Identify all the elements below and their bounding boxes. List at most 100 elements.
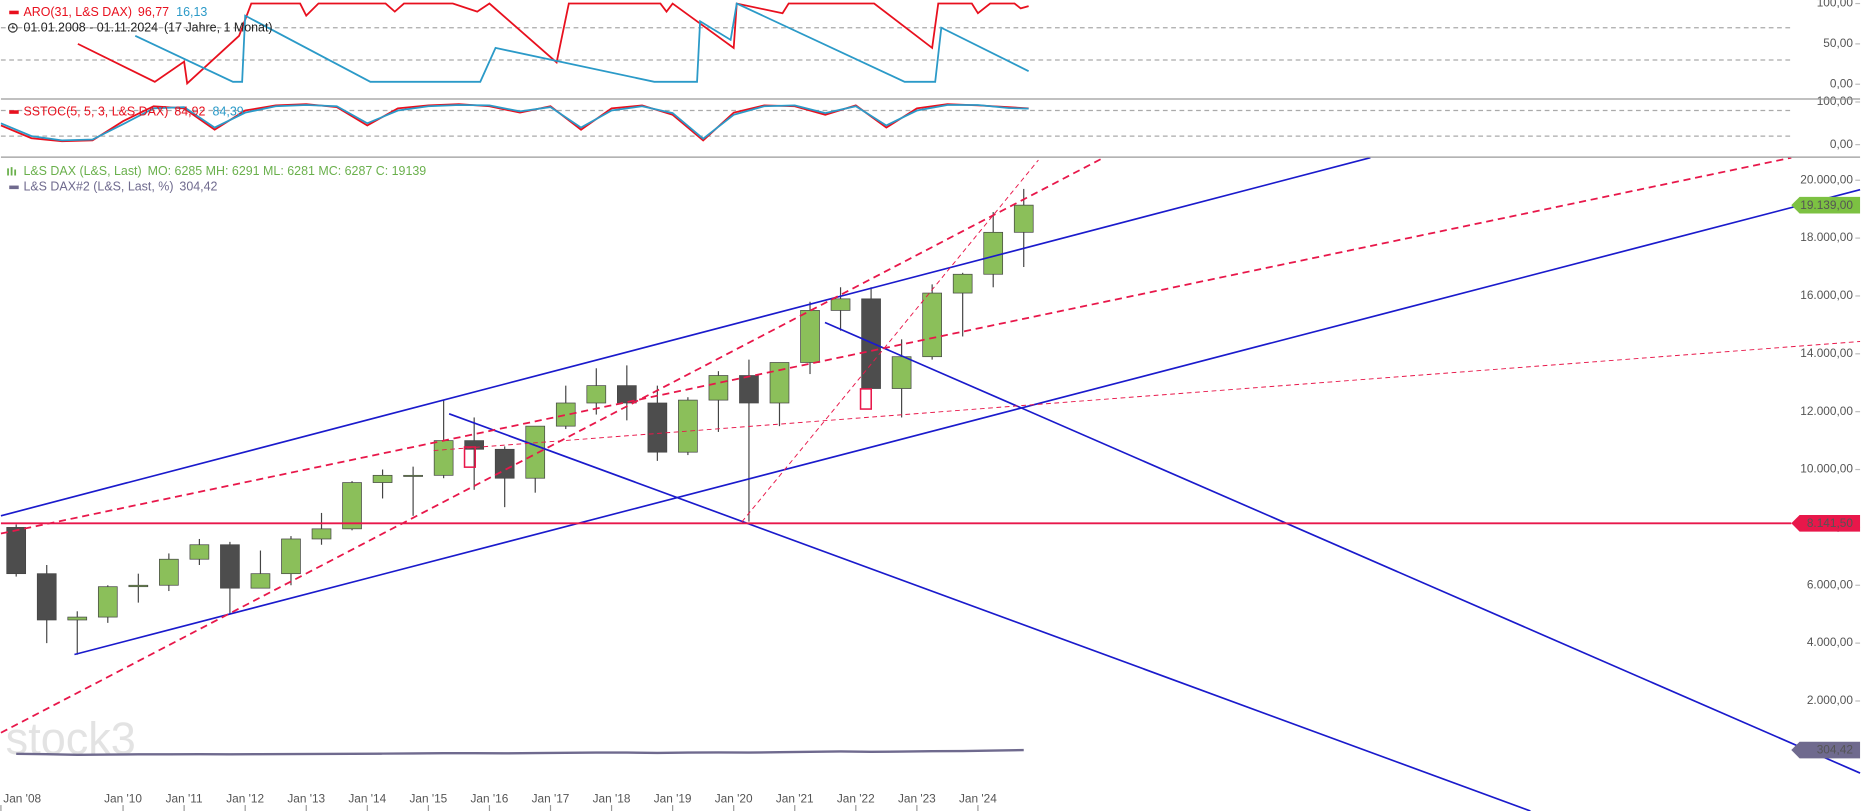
series-line xyxy=(16,748,1024,756)
y-tick-label: 16.000,00 xyxy=(1800,288,1853,302)
candle-body xyxy=(281,538,301,575)
legend-swatch xyxy=(9,110,19,114)
y-tick-label: 0,00 xyxy=(1830,76,1853,90)
date-range-note: (17 Jahre, 1 Monat) xyxy=(164,21,273,35)
candle-body xyxy=(1013,204,1034,233)
clock-icon xyxy=(7,23,18,33)
date-range: 01.01.2008 - 01.11.2024 (17 Jahre, 1 Mona… xyxy=(23,21,272,35)
legend-value: 84,39 xyxy=(213,105,244,119)
candle-body xyxy=(36,573,57,621)
legend-stats: MO: 6285 MH: 6291 ML: 6281 MC: 6287 C: 1… xyxy=(148,164,427,178)
x-tick-label: Jan '18 xyxy=(593,791,631,805)
level-label: 8.141,50 xyxy=(1807,516,1854,530)
candle-body xyxy=(708,375,729,401)
legend-swatch xyxy=(9,10,19,15)
x-tick-label: Jan '11 xyxy=(166,791,203,805)
y-tick-label: 14.000,00 xyxy=(1800,346,1853,360)
candle-body xyxy=(372,474,393,483)
candle-body xyxy=(891,356,912,389)
level-tag xyxy=(1791,515,1861,532)
x-tick-label: Jan '23 xyxy=(898,791,936,805)
candle-body xyxy=(952,273,973,294)
date-range-text: 01.01.2008 - 01.11.2024 xyxy=(23,21,158,35)
candle-body xyxy=(342,482,362,530)
x-tick-label: Jan '15 xyxy=(409,791,447,805)
y-tick-label: 6.000,00 xyxy=(1807,577,1854,591)
x-tick-label: Jan '22 xyxy=(837,791,875,805)
trend-line xyxy=(0,156,1105,734)
legend-entry: ARO(31, L&S DAX) 96,77 16,13 xyxy=(23,5,207,19)
legend-label: L&S DAX#2 (L&S, Last, %) xyxy=(23,180,173,194)
legend-label: SSTOC(5, 5, 3, L&S DAX) xyxy=(23,105,168,119)
candle-body xyxy=(159,558,179,586)
candle-body xyxy=(800,310,820,363)
trend-line xyxy=(74,188,1861,656)
candle-body xyxy=(525,425,546,479)
clock-icon xyxy=(12,25,15,29)
x-tick-label: Jan '17 xyxy=(532,791,570,805)
x-tick-label: Jan '20 xyxy=(715,791,753,805)
y-tick-label: 2.000,00 xyxy=(1807,693,1854,707)
candle-body xyxy=(189,544,210,560)
candle-body xyxy=(647,402,668,453)
x-tick-label: Jan '13 xyxy=(287,791,325,805)
x-tick-label: Jan '12 xyxy=(226,791,264,805)
candle-body xyxy=(403,474,423,477)
x-tick-label: Jan '14 xyxy=(348,791,386,805)
y-tick-label: 100,00 xyxy=(1817,94,1854,108)
series-line xyxy=(77,2,1029,86)
legend-value: 304,42 xyxy=(179,180,217,194)
candle-body xyxy=(433,440,454,476)
trend-line xyxy=(741,159,1039,522)
trend-line xyxy=(448,413,1531,811)
candle-body xyxy=(739,375,759,404)
x-tick-label: Jan '24 xyxy=(959,791,997,805)
candle-body xyxy=(861,298,881,389)
candle-body xyxy=(678,399,698,453)
legend-value: 96,77 xyxy=(138,5,169,19)
candle-body xyxy=(555,402,576,427)
overlay-last-tag xyxy=(1791,741,1861,759)
x-tick-label: Jan '10 xyxy=(104,791,142,805)
y-tick-label: 4.000,00 xyxy=(1807,635,1854,649)
candle-body xyxy=(617,385,637,404)
last-price-label: 19.139,00 xyxy=(1800,198,1853,212)
x-tick-label: Jan '08 xyxy=(3,791,41,805)
candle-body xyxy=(586,385,607,404)
y-tick-label: 18.000,00 xyxy=(1800,230,1853,244)
trend-line xyxy=(433,341,1861,452)
legend-value: 84,92 xyxy=(174,105,205,119)
legend-entry: L&S DAX#2 (L&S, Last, %) 304,42 xyxy=(23,180,217,194)
y-tick-label: 12.000,00 xyxy=(1800,404,1853,418)
candle-body xyxy=(220,544,240,589)
y-tick-label: 100,00 xyxy=(1817,0,1854,10)
legend: ARO(31, L&S DAX) 96,77 16,13 01.01.2008 - … xyxy=(7,5,427,194)
x-tick-label: Jan '19 xyxy=(654,791,692,805)
candle-body xyxy=(922,292,942,358)
y-tick-label: 10.000,00 xyxy=(1800,462,1853,476)
candle-body xyxy=(769,362,790,404)
series-line xyxy=(0,104,1029,142)
candle-body xyxy=(464,440,484,450)
legend-label: L&S DAX (L&S, Last) xyxy=(23,164,141,178)
trend-lines xyxy=(0,156,1861,811)
candle-body xyxy=(830,298,851,311)
candle-body xyxy=(983,231,1004,275)
trend-line xyxy=(0,156,1371,517)
candle-body xyxy=(494,448,515,479)
overlay-last-label: 304,42 xyxy=(1817,743,1853,757)
legend-label: ARO(31, L&S DAX) xyxy=(23,5,132,19)
candle-body xyxy=(128,584,149,588)
candle-body xyxy=(6,527,27,575)
x-tick-label: Jan '16 xyxy=(471,791,509,805)
legend-entry: SSTOC(5, 5, 3, L&S DAX) 84,92 84,39 xyxy=(23,105,243,119)
y-tick-label: 50,00 xyxy=(1823,36,1853,50)
last-price-tag xyxy=(1791,196,1861,214)
candle-body xyxy=(67,616,88,621)
y-tick-label: 20.000,00 xyxy=(1800,172,1853,186)
y-tick-label: 0,00 xyxy=(1830,137,1853,151)
